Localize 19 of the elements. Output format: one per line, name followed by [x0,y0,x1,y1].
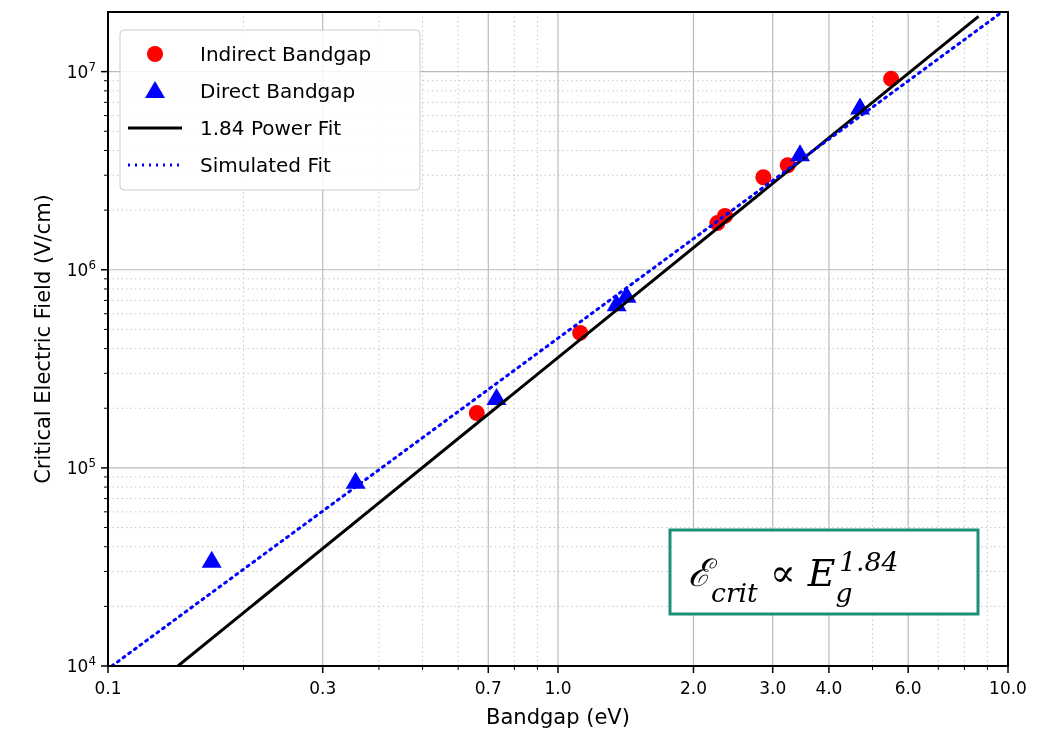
x-axis-title: Bandgap (eV) [486,705,630,729]
y-tick-label: 10$^{4}$ [66,654,96,676]
y-axis-title: Critical Electric Field (V/cm) [31,194,55,484]
x-tick-label: 1.0 [544,678,572,698]
legend-label: 1.84 Power Fit [200,116,342,140]
x-tick-label: 0.3 [309,678,337,698]
x-tick-label: 6.0 [894,678,922,698]
legend-label: Simulated Fit [200,153,332,177]
x-tick-label: 4.0 [815,678,843,698]
y-tick-label: 10$^{6}$ [66,257,96,280]
x-tick-label: 0.1 [94,678,122,698]
x-tick-label: 3.0 [759,678,787,698]
x-tick-label: 0.7 [474,678,502,698]
y-tick-label: 10$^{7}$ [66,59,96,82]
y-tick-label: 10$^{5}$ [66,455,96,478]
x-tick-label: 10.0 [989,678,1027,698]
legend-label: Indirect Bandgap [200,42,372,66]
legend-label: Direct Bandgap [200,79,356,103]
x-tick-label: 2.0 [679,678,707,698]
